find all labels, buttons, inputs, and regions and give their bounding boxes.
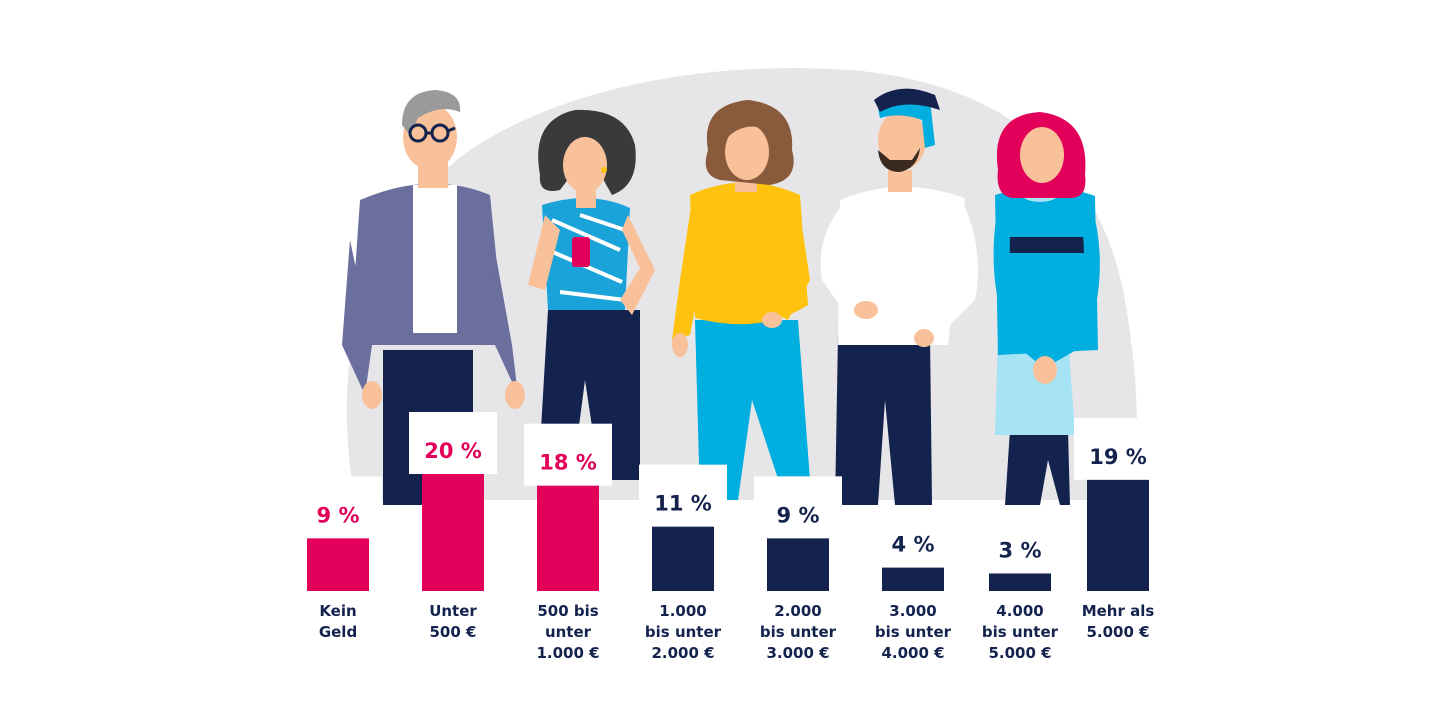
category-label-line: bis unter (875, 623, 952, 641)
value-label-5: 4 % (892, 533, 935, 557)
category-label-line: 5.000 € (988, 644, 1051, 662)
bar-3 (652, 526, 714, 591)
category-label-line: 2.000 (774, 602, 821, 620)
category-label-line: 2.000 € (651, 644, 714, 662)
value-label-card (639, 464, 727, 527)
bar-1 (422, 474, 484, 591)
category-label-3: 1.000 bis unter 2.000 € (645, 602, 722, 662)
category-label-line: 3.000 € (766, 644, 829, 662)
bar-0 (307, 538, 369, 591)
value-label-card (524, 423, 612, 486)
category-label-line: 500 € (430, 623, 477, 641)
bar-7 (1087, 479, 1149, 591)
category-label-line: 4.000 (996, 602, 1043, 620)
value-label-card (976, 511, 1064, 574)
category-label-line: 1.000 € (536, 644, 599, 662)
value-label-card (1074, 417, 1162, 480)
bar-2 (537, 485, 599, 591)
value-label-card (409, 412, 497, 474)
category-label-5: 3.000 bis unter 4.000 € (875, 602, 952, 662)
woman-pink-hair-icon (993, 112, 1100, 505)
woman-curly-icon (672, 100, 810, 500)
category-label-line: 3.000 (889, 602, 936, 620)
category-label-line: Mehr als (1082, 602, 1155, 620)
category-label-line: bis unter (982, 623, 1059, 641)
chart-layer: 9 % Kein Geld 20 % Unter 500 € 18 % 500 bis unte… (294, 412, 1162, 662)
category-label-6: 4.000 bis unter 5.000 € (982, 602, 1059, 662)
category-label-0: Kein Geld (319, 602, 357, 641)
category-label-line: Unter (429, 602, 477, 620)
value-label-3: 11 % (654, 492, 712, 516)
value-label-card (869, 505, 957, 568)
bar-6 (989, 573, 1051, 591)
category-label-2: 500 bis unter 1.000 € (536, 602, 599, 662)
category-label-line: Kein (319, 602, 356, 620)
category-label-line: 500 bis (537, 602, 598, 620)
value-label-card (294, 476, 382, 539)
value-label-4: 9 % (777, 503, 820, 527)
category-label-line: bis unter (645, 623, 722, 641)
category-label-1: Unter 500 € (429, 602, 477, 641)
value-label-1: 20 % (424, 439, 482, 463)
category-label-line: 1.000 (659, 602, 706, 620)
bar-4 (767, 538, 829, 591)
category-label-7: Mehr als 5.000 € (1082, 602, 1155, 641)
value-label-6: 3 % (999, 538, 1042, 562)
category-label-line: unter (545, 623, 592, 641)
man-hat-icon (820, 88, 979, 505)
bar-5 (882, 567, 944, 591)
category-label-line: bis unter (760, 623, 837, 641)
value-label-7: 19 % (1089, 445, 1147, 469)
value-label-2: 18 % (539, 451, 597, 475)
category-label-line: 5.000 € (1086, 623, 1149, 641)
value-label-card (754, 476, 842, 539)
value-label-0: 9 % (317, 503, 360, 527)
category-label-4: 2.000 bis unter 3.000 € (760, 602, 837, 662)
category-label-line: 4.000 € (881, 644, 944, 662)
category-label-line: Geld (319, 623, 357, 641)
